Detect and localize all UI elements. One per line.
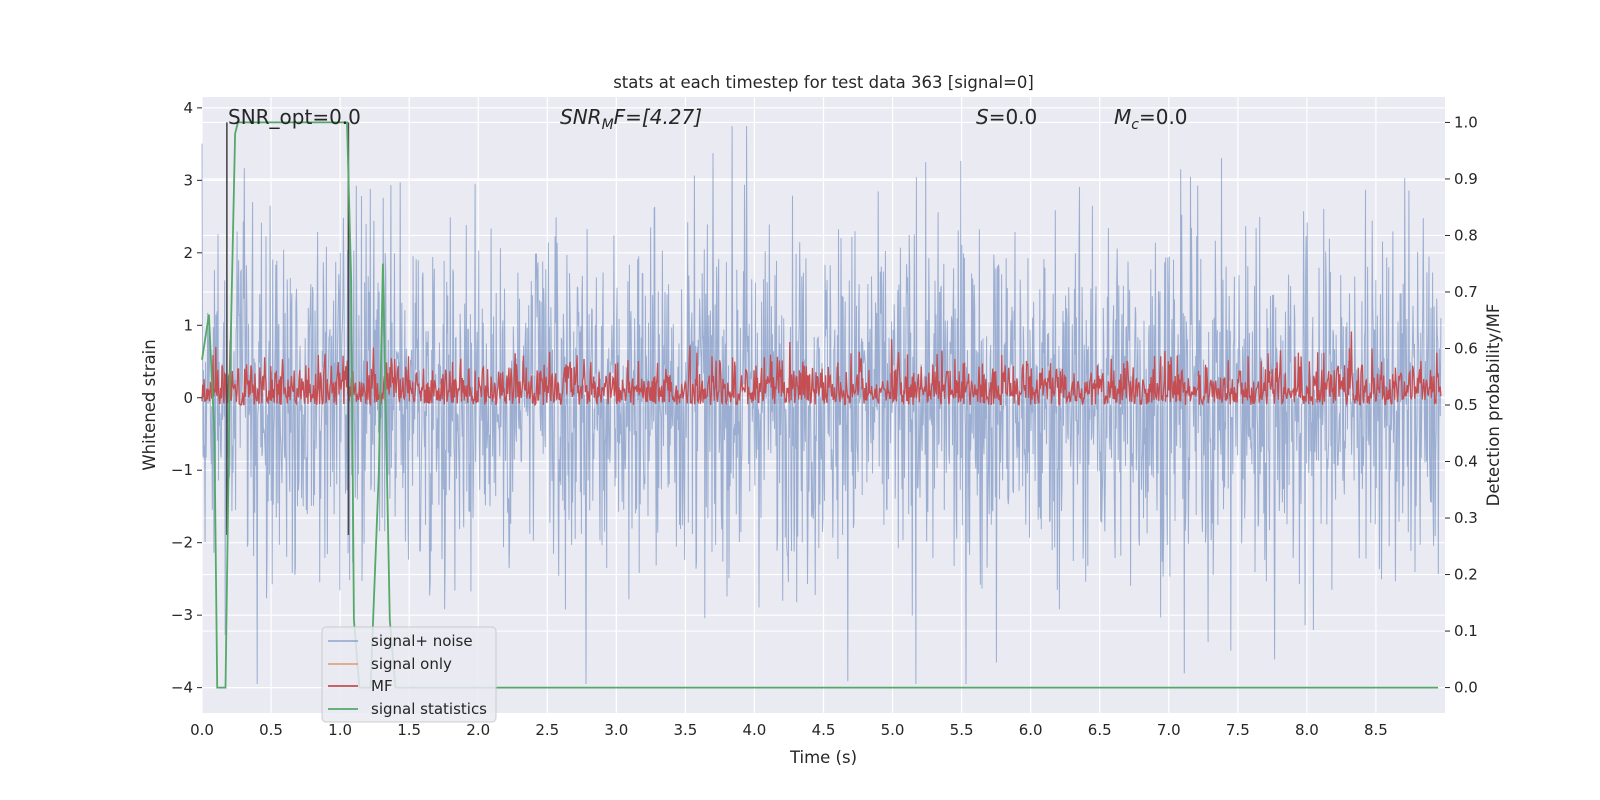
x-tick-label: 1.5 [397,721,421,739]
y-right-tick-label: 0.1 [1454,622,1478,640]
x-tick-label: 6.0 [1019,721,1043,739]
y-tick-label: 0 [183,389,193,407]
annotation-s-var: S [976,105,989,129]
x-tick-label: 4.5 [812,721,836,739]
y-right-tick-label: 0.0 [1454,679,1478,697]
y-tick-label: 1 [183,316,193,334]
annotation-snr-mf: SNRMF=[4.27] [560,105,702,133]
signal-statistics-line [201,121,1439,689]
x-tick-label: 3.0 [604,721,628,739]
x-tick-label: 1.0 [328,721,352,739]
y-tick-label: 2 [183,244,193,262]
annotation-snr-mf-rest: F=[4.27] [614,105,702,129]
x-tick-label: 3.5 [673,721,697,739]
legend: signal+ noise signal only MF signal stat… [321,626,497,723]
annotation-mc-var: M [1114,105,1131,129]
y-axis-label: Whitened strain [140,339,159,470]
y-axis-label-right: Detection probability/MF [1484,304,1503,507]
y-tick-label: −1 [171,461,193,479]
x-tick-label: 4.0 [743,721,767,739]
x-tick-label: 8.5 [1364,721,1388,739]
annotation-snr-opt: SNR_opt=0.0 [228,105,361,129]
x-tick-label: 7.5 [1226,721,1250,739]
x-tick-label: 8.0 [1295,721,1319,739]
x-tick-label: 6.5 [1088,721,1112,739]
y-right-tick-label: 0.7 [1454,283,1478,301]
y-right-tick-label: 0.4 [1454,453,1478,471]
y-tick-label: −3 [171,606,193,624]
y-right-tick-label: 0.8 [1454,226,1478,244]
x-tick-label: 2.5 [535,721,559,739]
legend-label-signal-statistics: signal statistics [371,700,487,718]
legend-label-signal-noise: signal+ noise [371,632,473,650]
y-tick-label: −4 [171,679,193,697]
annotation-mc-rest: =0.0 [1139,105,1188,129]
chart-title: stats at each timestep for test data 363… [613,73,1034,92]
y-right-tick-label: 0.2 [1454,566,1478,584]
x-tick-label: 0.0 [190,721,214,739]
x-tick-label: 2.0 [466,721,490,739]
x-axis-label: Time (s) [789,748,857,767]
x-tick-label: 5.0 [881,721,905,739]
annotation-s: S=0.0 [976,105,1037,129]
signal-plus-noise-series [201,125,1442,685]
legend-label-mf: MF [371,677,393,695]
annotation-mc-sub: c [1131,117,1139,133]
y-ticks-right: 1.0 0.9 0.8 0.7 0.6 0.5 0.4 0.3 0.2 0.1 0.0 [1445,113,1478,697]
x-tick-label: 5.5 [950,721,974,739]
y-right-tick-label: 0.3 [1454,509,1478,527]
y-tick-label: 4 [183,99,193,117]
annotation-s-rest: =0.0 [989,105,1038,129]
signal-noise-line [201,125,1442,685]
legend-label-signal-only: signal only [371,655,452,673]
annotation-snr-mf-sub: M [602,117,614,133]
annotation-snr-mf-main: SNR [560,105,602,129]
x-tick-label: 7.0 [1157,721,1181,739]
signal-statistics-series [201,121,1439,689]
y-right-tick-label: 0.6 [1454,339,1478,357]
mf-line [201,331,1442,407]
annotation-mc: Mc=0.0 [1114,105,1188,133]
y-tick-label: −2 [171,534,193,552]
y-right-tick-label: 1.0 [1454,113,1478,131]
y-right-tick-label: 0.9 [1454,170,1478,188]
x-tick-label: 0.5 [259,721,283,739]
y-tick-label: 3 [183,171,193,189]
x-ticks: 0.0 0.5 1.0 1.5 2.0 2.5 3.0 3.5 4.0 4.5 5.0 5.5 6.0 6… [190,721,1388,739]
y-right-tick-label: 0.5 [1454,396,1478,414]
y-ticks-left: 4 3 2 1 0 −1 −2 −3 −4 [171,99,202,697]
legend-box [321,626,497,723]
mf-series [201,331,1442,407]
